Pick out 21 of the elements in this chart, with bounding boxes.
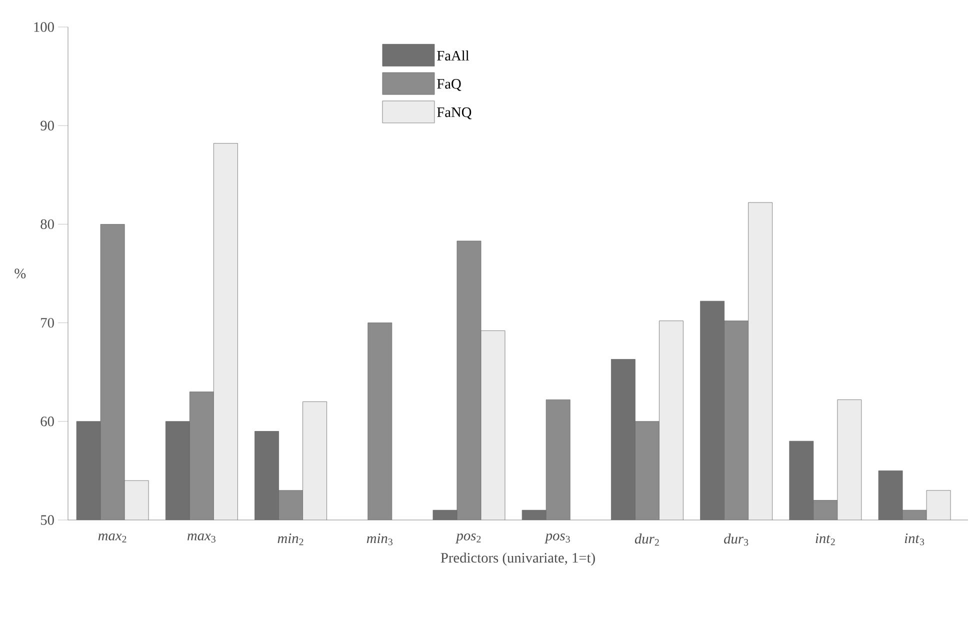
y-axis-title: % [14,268,26,278]
y-tick-label: 60 [40,416,54,426]
y-tick-label: 100 [34,22,54,32]
y-tick-label: 90 [40,120,54,130]
x-tick-label: pos$_{2}$ [455,534,481,544]
x-axis-title: Predictors (univariate, 1=t) [440,552,595,566]
y-tick-label: 50 [40,515,54,525]
x-tick-label: int$_{2}$ [816,534,835,546]
x-tick-label: max$_{2}$ [98,534,126,542]
legend-label: FaQ [437,79,462,91]
x-tick-label: pos$_{3}$ [544,534,570,544]
x-tick-label: int$_{3}$ [904,534,924,546]
y-tick-label: 70 [41,318,54,328]
legend-label: FaNQ [437,107,472,120]
y-tick-label: 80 [40,219,54,230]
x-tick-label: min$_{3}$ [366,534,392,546]
legend-label: FaAll [437,50,470,61]
x-tick-label: dur$_{2}$ [634,534,659,546]
x-tick-label: dur$_{3}$ [724,534,748,546]
x-tick-label: min$_{2}$ [278,534,304,546]
x-tick-label: max$_{3}$ [187,534,216,543]
